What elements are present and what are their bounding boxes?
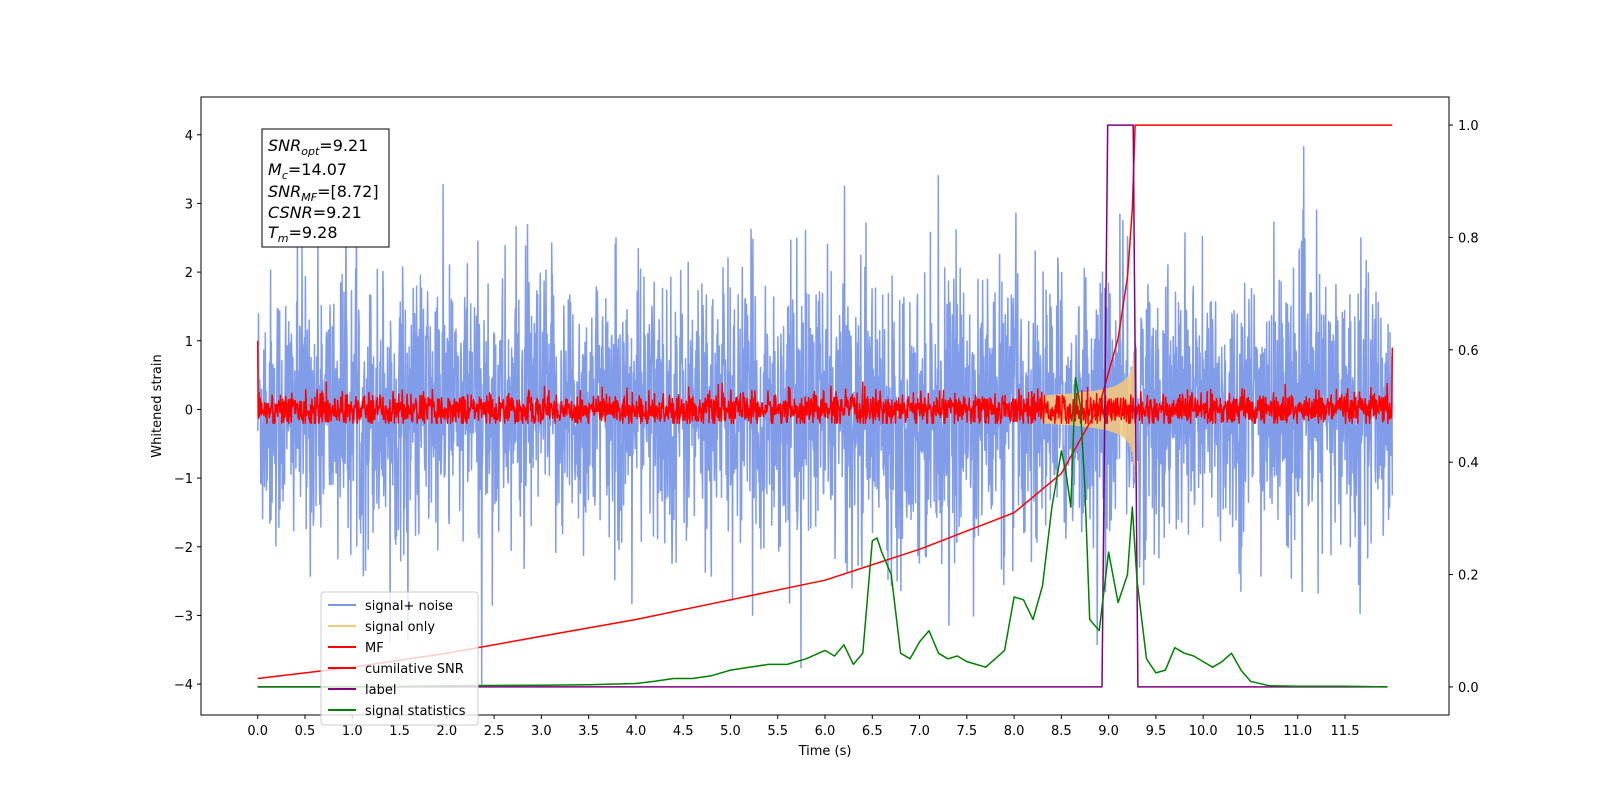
- annotation-tm: Tm=9.28: [268, 223, 338, 245]
- legend-label: signal statistics: [365, 704, 466, 719]
- x-tick-label: 7.5: [956, 724, 977, 739]
- y-axis-label: Whitened strain: [150, 354, 165, 457]
- y-axis-right: 1.0 0.8 0.6 0.4 0.2 0.0: [1449, 119, 1479, 696]
- y-tick-label: 0: [185, 403, 193, 418]
- x-tick-label: 4.0: [626, 724, 647, 739]
- annotation-frame: [261, 128, 390, 248]
- series-label: [257, 124, 1388, 688]
- x-tick-label: 10.0: [1189, 724, 1218, 739]
- y2-tick-label: 0.4: [1458, 456, 1479, 471]
- series-signal-statistics: [257, 377, 1388, 688]
- x-tick-label: 5.5: [767, 724, 788, 739]
- legend-label: MF: [365, 641, 384, 656]
- legend-label: label: [365, 683, 396, 698]
- legend-item-cumulative-snr: cumilative SNR: [328, 662, 464, 677]
- annotation-var: CSNR: [268, 203, 313, 222]
- legend-item-signal-statistics: signal statistics: [328, 704, 466, 719]
- annotation-chirp-mass: Mc=14.07: [268, 160, 347, 182]
- annotation-value: =14.07: [288, 160, 347, 179]
- legend-item-signal-noise: signal+ noise: [328, 599, 453, 614]
- legend-label: cumilative SNR: [365, 662, 464, 677]
- x-tick-label: 9.5: [1146, 724, 1167, 739]
- x-tick-label: 1.5: [389, 724, 410, 739]
- y2-tick-label: 0.8: [1458, 231, 1479, 246]
- legend-item-signal-only: signal only: [328, 620, 435, 635]
- y-tick-label: 1: [185, 335, 193, 350]
- legend-item-mf: MF: [328, 641, 384, 656]
- y-tick-label: −2: [174, 541, 193, 556]
- y-tick-label: 4: [185, 129, 193, 144]
- x-tick-label: 5.0: [720, 724, 741, 739]
- y-tick-label: 2: [185, 266, 193, 281]
- annotation-var: T: [268, 223, 279, 242]
- x-axis: 0.0 0.5 1.0 1.5 2.0 2.5 3.0 3.5 4.0 4.5 5.0 5.5 6.0 6…: [247, 715, 1359, 739]
- legend-item-label: label: [328, 683, 396, 698]
- y-tick-label: −3: [174, 609, 193, 624]
- annotation-var: SNR: [268, 182, 301, 201]
- x-tick-label: 2.0: [436, 724, 457, 739]
- legend: signal+ noise signal only MF cumilative …: [320, 591, 479, 726]
- x-tick-label: 6.0: [815, 724, 836, 739]
- y-tick-label: 3: [185, 197, 193, 212]
- x-tick-label: 0.0: [247, 724, 268, 739]
- y2-tick-label: 1.0: [1458, 119, 1479, 134]
- y2-tick-label: 0.2: [1458, 569, 1479, 584]
- x-axis-label: Time (s): [798, 744, 852, 759]
- annotation-sub: c: [282, 169, 288, 182]
- y2-tick-label: 0.0: [1458, 681, 1479, 696]
- x-tick-label: 0.5: [295, 724, 316, 739]
- x-tick-label: 1.0: [342, 724, 363, 739]
- y-axis-left: 4 3 2 1 0 −1 −2 −3 −4: [174, 129, 201, 693]
- x-tick-label: 4.5: [673, 724, 694, 739]
- annotation-value: =9.21: [313, 203, 362, 222]
- annotation-snr-opt: SNRopt=9.21: [268, 136, 368, 158]
- annotation-value: =[8.72]: [317, 182, 379, 201]
- annotation-value: =9.21: [319, 136, 368, 155]
- annotation-snr-mf: SNRMF=[8.72]: [268, 182, 379, 204]
- x-tick-label: 7.0: [909, 724, 930, 739]
- x-tick-label: 9.0: [1098, 724, 1119, 739]
- series-mf: [256, 340, 1394, 424]
- x-tick-label: 11.5: [1331, 724, 1360, 739]
- x-tick-label: 3.0: [531, 724, 552, 739]
- annotation-value: =9.28: [289, 223, 338, 242]
- annotation-var: SNR: [268, 136, 301, 155]
- annotation-box: SNRopt=9.21 Mc=14.07 SNRMF=[8.72] CSNR=9…: [261, 128, 390, 248]
- y2-tick-label: 0.6: [1458, 344, 1479, 359]
- legend-frame: [320, 591, 479, 726]
- x-tick-label: 11.0: [1283, 724, 1312, 739]
- x-tick-label: 8.5: [1051, 724, 1072, 739]
- x-tick-label: 2.5: [484, 724, 505, 739]
- x-tick-label: 8.0: [1004, 724, 1025, 739]
- y-tick-label: −4: [174, 678, 193, 693]
- plot-area: [256, 124, 1394, 688]
- annotation-sub: opt: [301, 145, 320, 158]
- annotation-var: M: [268, 160, 282, 179]
- y-tick-label: −1: [174, 472, 193, 487]
- annotation-sub: m: [278, 232, 289, 245]
- x-tick-label: 10.5: [1236, 724, 1265, 739]
- legend-label: signal only: [365, 620, 435, 635]
- legend-label: signal+ noise: [365, 599, 453, 614]
- x-tick-label: 3.5: [578, 724, 599, 739]
- annotation-csnr: CSNR=9.21: [268, 203, 362, 222]
- x-tick-label: 6.5: [862, 724, 883, 739]
- annotation-sub: MF: [301, 191, 317, 204]
- series-signal-noise: [256, 146, 1394, 685]
